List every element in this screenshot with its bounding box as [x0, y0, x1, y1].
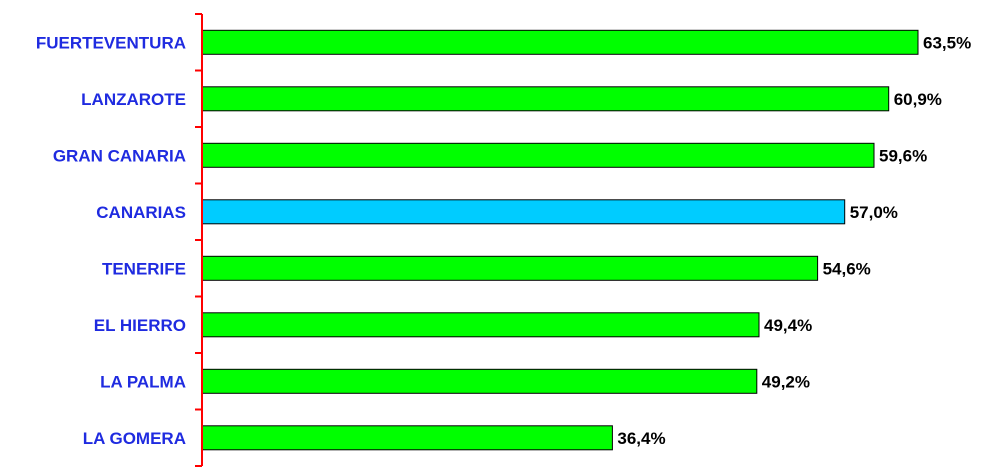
category-axis: [195, 13, 203, 467]
bar-la-palma: [201, 368, 758, 394]
value-label-el-hierro: 49,4%: [764, 316, 812, 335]
labels-layer: FUERTEVENTURA 63,5% LANZAROTE 60,9% GRAN CAN…: [36, 33, 971, 448]
category-label-canarias: CANARIAS: [96, 203, 186, 222]
bar-lanzarote: [201, 86, 890, 112]
value-label-canarias: 57,0%: [850, 203, 898, 222]
category-label-lanzarote: LANZAROTE: [81, 90, 186, 109]
value-label-gran-canaria: 59,6%: [879, 146, 927, 165]
bar-el-hierro: [201, 312, 760, 338]
bar-canarias: [201, 199, 846, 225]
category-label-tenerife: TENERIFE: [102, 259, 186, 278]
value-label-fuerteventura: 63,5%: [923, 33, 971, 52]
category-label-fuerteventura: FUERTEVENTURA: [36, 33, 186, 52]
bar-fuerteventura: [201, 29, 919, 55]
bar-gran-canaria: [201, 142, 875, 168]
value-label-la-palma: 49,2%: [762, 372, 810, 391]
bar-la-gomera: [201, 425, 613, 451]
category-label-la-gomera: LA GOMERA: [83, 429, 186, 448]
bar-tenerife: [201, 255, 819, 281]
value-label-la-gomera: 36,4%: [617, 429, 665, 448]
value-label-tenerife: 54,6%: [823, 259, 871, 278]
category-label-el-hierro: EL HIERRO: [94, 316, 186, 335]
value-label-lanzarote: 60,9%: [894, 90, 942, 109]
category-label-la-palma: LA PALMA: [100, 372, 186, 391]
bars-layer: [201, 29, 919, 451]
category-label-gran-canaria: GRAN CANARIA: [53, 146, 186, 165]
